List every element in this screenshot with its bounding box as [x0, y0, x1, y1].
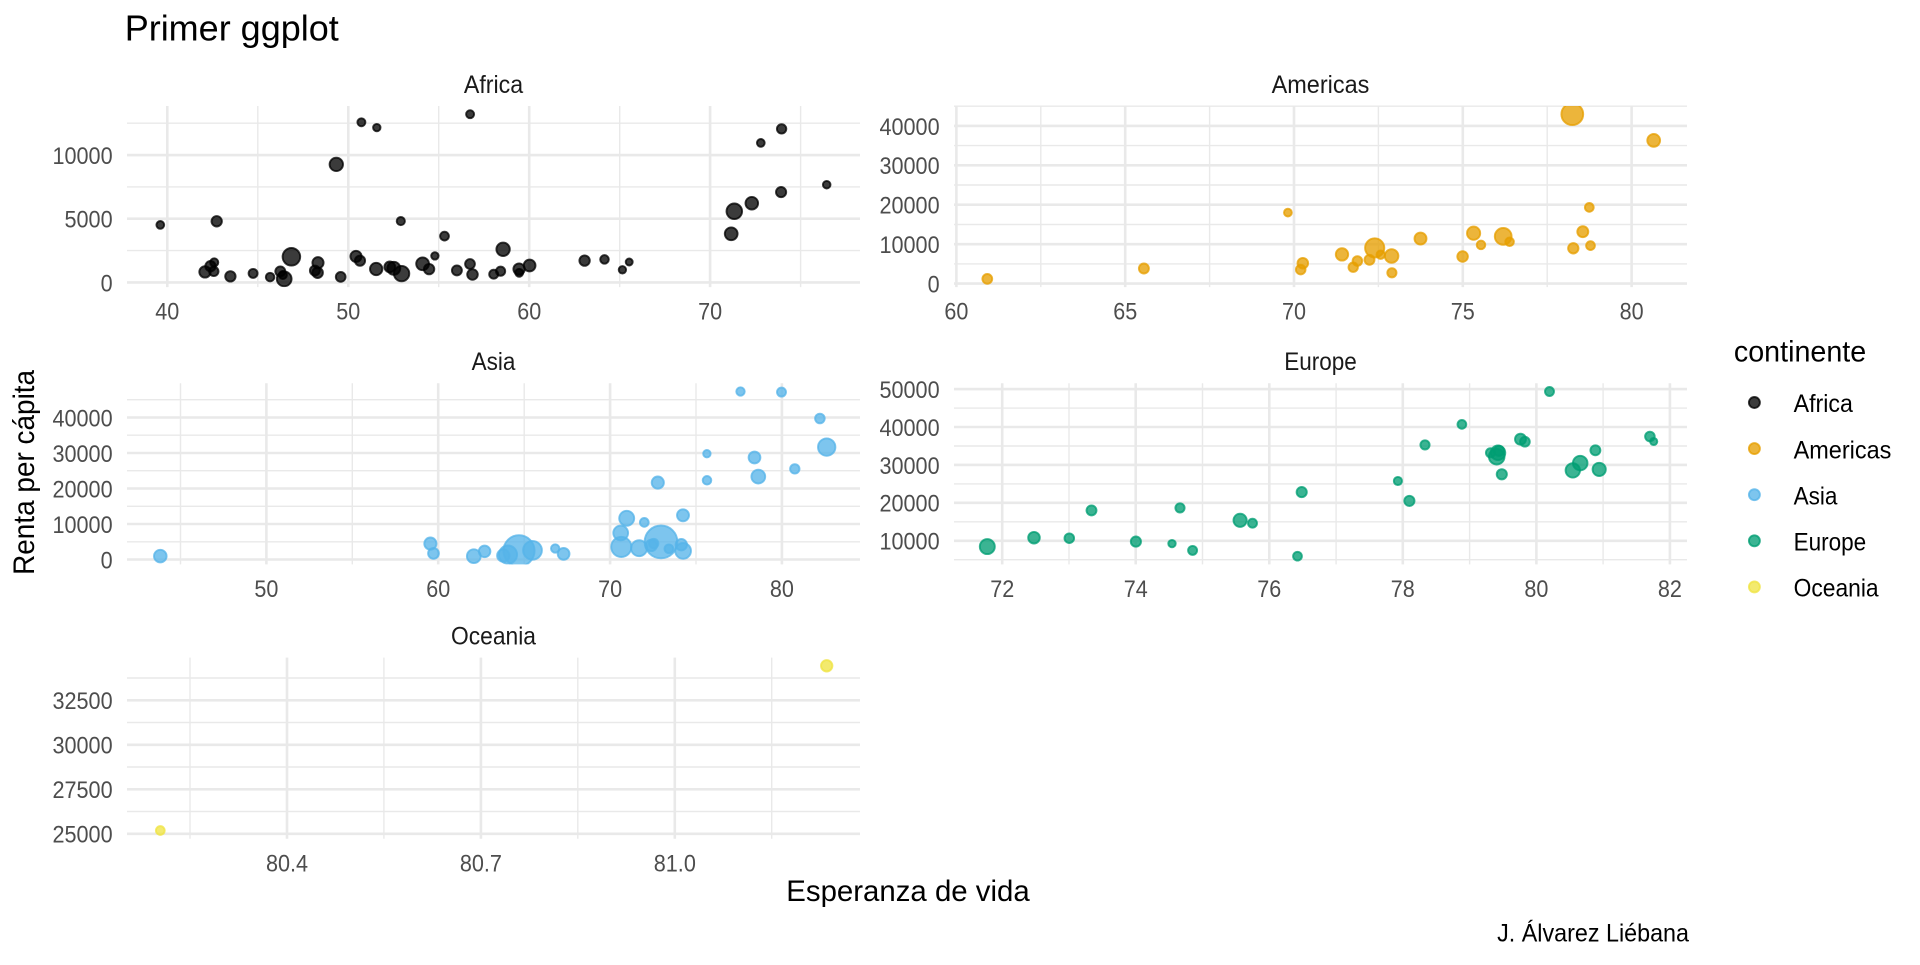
svg-text:20000: 20000	[880, 193, 940, 220]
svg-text:Renta per cápita: Renta per cápita	[8, 370, 41, 575]
svg-text:60: 60	[517, 299, 541, 326]
svg-text:82: 82	[1658, 576, 1682, 603]
svg-text:80: 80	[1524, 576, 1548, 603]
svg-text:Americas: Americas	[1272, 71, 1370, 99]
svg-text:70: 70	[598, 576, 622, 603]
svg-text:Asia: Asia	[472, 348, 516, 376]
svg-text:10000: 10000	[53, 512, 113, 539]
svg-text:Oceania: Oceania	[451, 622, 536, 650]
svg-text:40000: 40000	[880, 415, 940, 442]
svg-text:Asia: Asia	[1794, 483, 1838, 510]
svg-text:25000: 25000	[53, 822, 113, 849]
svg-text:10000: 10000	[880, 529, 940, 556]
svg-text:80: 80	[1620, 299, 1644, 326]
svg-text:10000: 10000	[880, 232, 940, 259]
svg-text:60: 60	[426, 576, 450, 603]
svg-text:60: 60	[944, 299, 968, 326]
svg-text:Europe: Europe	[1284, 348, 1357, 376]
svg-text:Africa: Africa	[464, 71, 523, 99]
svg-text:J. Álvarez Liébana: J. Álvarez Liébana	[1497, 920, 1689, 947]
svg-text:Esperanza de vida: Esperanza de vida	[786, 875, 1030, 908]
svg-text:40000: 40000	[53, 405, 113, 432]
svg-text:40000: 40000	[880, 114, 940, 141]
svg-text:Oceania: Oceania	[1794, 576, 1879, 603]
svg-text:70: 70	[698, 299, 722, 326]
svg-text:81.0: 81.0	[654, 850, 696, 877]
svg-text:72: 72	[990, 576, 1014, 603]
svg-text:75: 75	[1451, 299, 1475, 326]
svg-text:70: 70	[1282, 299, 1306, 326]
svg-text:0: 0	[928, 272, 940, 299]
svg-text:20000: 20000	[880, 491, 940, 518]
svg-text:0: 0	[101, 270, 113, 297]
svg-text:50: 50	[336, 299, 360, 326]
svg-text:30000: 30000	[880, 453, 940, 480]
svg-text:5000: 5000	[65, 207, 113, 234]
svg-text:Americas: Americas	[1794, 437, 1892, 464]
svg-text:74: 74	[1124, 576, 1148, 603]
svg-text:27500: 27500	[53, 777, 113, 804]
svg-text:continente: continente	[1734, 336, 1866, 369]
svg-text:10000: 10000	[53, 143, 113, 170]
svg-text:80: 80	[770, 576, 794, 603]
svg-text:Africa: Africa	[1794, 391, 1854, 418]
svg-text:20000: 20000	[53, 476, 113, 503]
svg-text:30000: 30000	[53, 733, 113, 760]
svg-text:40: 40	[155, 299, 179, 326]
svg-text:76: 76	[1257, 576, 1281, 603]
svg-text:50: 50	[254, 576, 278, 603]
svg-text:78: 78	[1391, 576, 1415, 603]
svg-text:32500: 32500	[53, 688, 113, 715]
svg-text:50000: 50000	[880, 377, 940, 404]
svg-text:0: 0	[101, 547, 113, 574]
svg-text:Primer ggplot: Primer ggplot	[125, 8, 339, 49]
svg-text:30000: 30000	[880, 153, 940, 180]
svg-text:30000: 30000	[53, 441, 113, 468]
svg-text:80.4: 80.4	[266, 850, 308, 877]
svg-text:80.7: 80.7	[460, 850, 502, 877]
svg-text:Europe: Europe	[1794, 530, 1867, 557]
svg-text:65: 65	[1113, 299, 1137, 326]
